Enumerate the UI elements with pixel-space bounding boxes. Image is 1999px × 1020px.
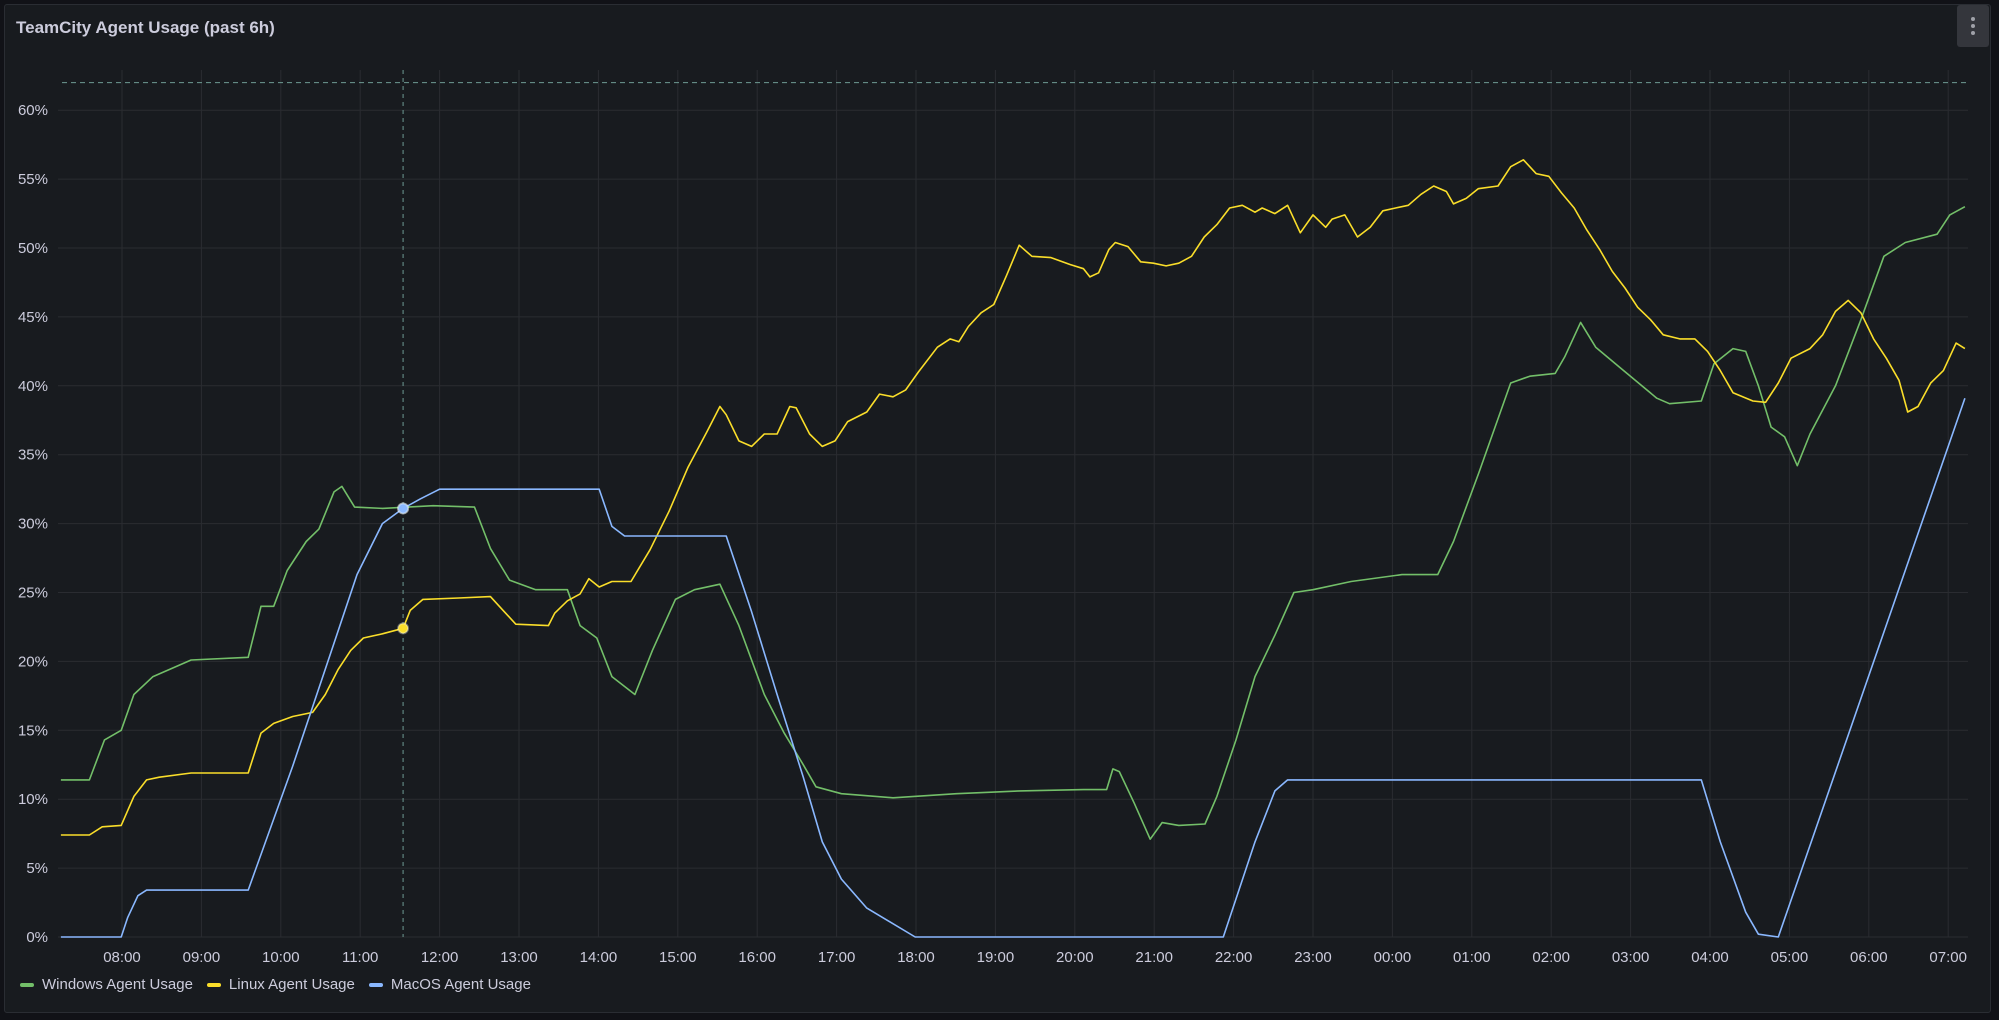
x-tick-label: 09:00 — [183, 949, 221, 966]
y-tick-label: 40% — [18, 378, 48, 395]
x-tick-label: 21:00 — [1135, 949, 1173, 966]
x-tick-label: 15:00 — [659, 949, 697, 966]
y-tick-label: 15% — [18, 722, 48, 739]
hover-point-marker — [397, 502, 410, 515]
y-tick-label: 10% — [18, 791, 48, 808]
x-tick-label: 20:00 — [1056, 949, 1094, 966]
y-tick-label: 25% — [18, 585, 48, 602]
legend-item-linux[interactable]: Linux Agent Usage — [206, 976, 355, 993]
legend-label: MacOS Agent Usage — [390, 976, 531, 993]
y-tick-label: 35% — [18, 447, 48, 464]
legend-label: Windows Agent Usage — [42, 976, 193, 993]
y-tick-label: 5% — [26, 860, 48, 877]
x-tick-label: 16:00 — [738, 949, 776, 966]
series-line-windows — [60, 205, 1966, 840]
legend-label: Linux Agent Usage — [228, 976, 355, 993]
legend-item-windows[interactable]: Windows Agent Usage — [20, 976, 193, 993]
y-tick-label: 50% — [18, 240, 48, 257]
x-tick-label: 03:00 — [1612, 949, 1650, 966]
legend-swatch — [206, 982, 221, 987]
hover-point-marker — [397, 622, 410, 635]
chart-panel — [4, 4, 1991, 1013]
x-tick-label: 22:00 — [1215, 949, 1253, 966]
y-tick-label: 0% — [26, 929, 48, 946]
y-tick-label: 60% — [18, 102, 48, 119]
panel-menu-button[interactable] — [1957, 5, 1989, 47]
x-tick-label: 07:00 — [1929, 949, 1967, 966]
x-tick-label: 01:00 — [1453, 949, 1491, 966]
x-tick-label: 02:00 — [1532, 949, 1570, 966]
x-tick-label: 05:00 — [1771, 949, 1809, 966]
series-line-macos — [60, 397, 1966, 938]
x-tick-label: 10:00 — [262, 949, 300, 966]
panel-title: TeamCity Agent Usage (past 6h) — [16, 18, 275, 37]
x-tick-label: 11:00 — [342, 949, 378, 966]
legend-swatch — [368, 982, 383, 987]
x-tick-label: 17:00 — [818, 949, 856, 966]
x-tick-label: 13:00 — [500, 949, 538, 966]
legend: Windows Agent Usage Linux Agent Usage Ma… — [20, 976, 531, 993]
x-tick-label: 06:00 — [1850, 949, 1888, 966]
series-line-linux — [60, 159, 1966, 836]
vertical-ellipsis-icon — [1971, 17, 1975, 35]
x-tick-label: 00:00 — [1374, 949, 1412, 966]
x-tick-label: 08:00 — [103, 949, 141, 966]
x-tick-label: 14:00 — [580, 949, 618, 966]
x-tick-label: 18:00 — [897, 949, 935, 966]
y-tick-label: 30% — [18, 516, 48, 533]
y-tick-label: 45% — [18, 309, 48, 326]
legend-item-macos[interactable]: MacOS Agent Usage — [368, 976, 531, 993]
x-tick-label: 23:00 — [1294, 949, 1332, 966]
legend-swatch — [20, 982, 34, 987]
x-tick-label: 19:00 — [977, 949, 1015, 966]
x-tick-label: 04:00 — [1691, 949, 1729, 966]
x-tick-label: 12:00 — [421, 949, 459, 966]
y-tick-label: 20% — [18, 653, 48, 670]
y-tick-label: 55% — [18, 171, 48, 188]
